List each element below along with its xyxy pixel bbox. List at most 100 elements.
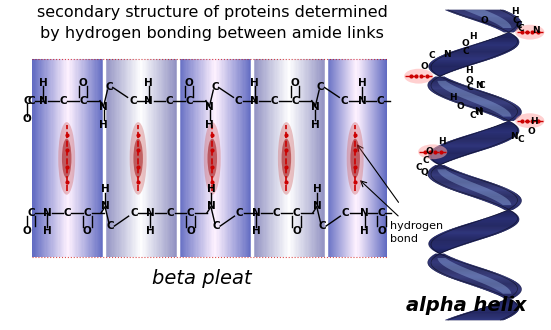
Polygon shape [78,59,79,257]
Polygon shape [155,59,157,257]
Polygon shape [445,89,462,90]
Polygon shape [428,173,464,174]
Polygon shape [437,170,447,171]
Text: O: O [290,78,299,87]
Polygon shape [484,195,503,196]
Polygon shape [434,236,490,237]
Polygon shape [433,92,487,93]
Polygon shape [481,219,520,220]
Polygon shape [147,59,148,257]
Polygon shape [445,178,463,179]
Polygon shape [459,15,515,16]
Text: C: C [467,83,473,92]
Polygon shape [252,59,253,257]
Polygon shape [69,59,71,257]
Polygon shape [173,59,174,257]
Polygon shape [134,59,136,257]
Polygon shape [434,77,446,78]
Polygon shape [182,59,183,257]
Polygon shape [499,295,517,296]
Polygon shape [437,169,446,170]
Polygon shape [378,59,379,257]
Polygon shape [499,302,516,303]
Polygon shape [116,59,117,257]
Text: C: C [130,208,138,218]
Polygon shape [437,258,447,259]
Polygon shape [315,59,316,257]
Polygon shape [57,59,58,257]
Polygon shape [484,41,519,42]
Text: O: O [79,78,88,87]
Polygon shape [455,183,476,184]
Polygon shape [279,59,280,257]
Polygon shape [428,176,473,177]
Polygon shape [230,59,231,257]
Polygon shape [211,59,213,257]
Polygon shape [445,319,505,320]
Polygon shape [441,274,500,275]
Polygon shape [435,251,445,252]
Polygon shape [193,59,194,257]
Polygon shape [486,290,522,291]
Polygon shape [234,59,235,257]
Polygon shape [488,128,519,129]
Text: H: H [250,78,259,87]
Polygon shape [428,172,461,173]
Polygon shape [437,75,442,76]
Polygon shape [300,59,301,257]
Polygon shape [461,104,516,105]
Text: C: C [166,208,174,218]
Polygon shape [498,202,511,203]
Polygon shape [482,288,522,289]
Polygon shape [42,59,43,257]
Text: H: H [146,226,155,236]
Polygon shape [493,110,508,111]
Polygon shape [455,272,476,273]
Polygon shape [472,13,493,14]
Polygon shape [141,59,142,257]
Text: C: C [23,96,31,106]
Polygon shape [439,84,452,85]
Polygon shape [467,277,489,278]
Text: N: N [207,201,215,211]
Polygon shape [472,285,521,286]
Polygon shape [285,59,287,257]
Polygon shape [255,59,256,257]
Polygon shape [310,59,311,257]
Polygon shape [224,59,225,257]
Text: N: N [358,96,366,106]
Polygon shape [256,59,257,257]
Polygon shape [476,132,519,133]
Polygon shape [251,59,252,257]
Polygon shape [460,137,514,138]
Polygon shape [321,59,322,257]
Text: O: O [377,226,386,236]
Polygon shape [96,59,98,257]
Polygon shape [468,188,489,189]
Text: C: C [105,82,113,92]
Polygon shape [428,66,467,67]
Polygon shape [66,59,67,257]
Polygon shape [489,25,521,26]
Polygon shape [429,63,477,64]
Text: C: C [213,221,220,231]
Polygon shape [431,150,482,151]
Polygon shape [49,59,50,257]
Polygon shape [359,59,360,257]
Polygon shape [444,177,461,178]
Polygon shape [483,283,502,284]
Polygon shape [111,59,112,257]
Polygon shape [429,177,476,178]
Polygon shape [249,59,250,257]
Polygon shape [121,59,122,257]
Polygon shape [261,59,262,257]
Polygon shape [435,162,446,163]
Polygon shape [428,174,467,175]
Polygon shape [473,108,521,109]
Polygon shape [438,234,496,235]
Polygon shape [199,59,200,257]
Text: H: H [511,7,518,16]
Polygon shape [428,154,469,155]
Polygon shape [221,59,222,257]
Text: C: C [378,208,386,218]
